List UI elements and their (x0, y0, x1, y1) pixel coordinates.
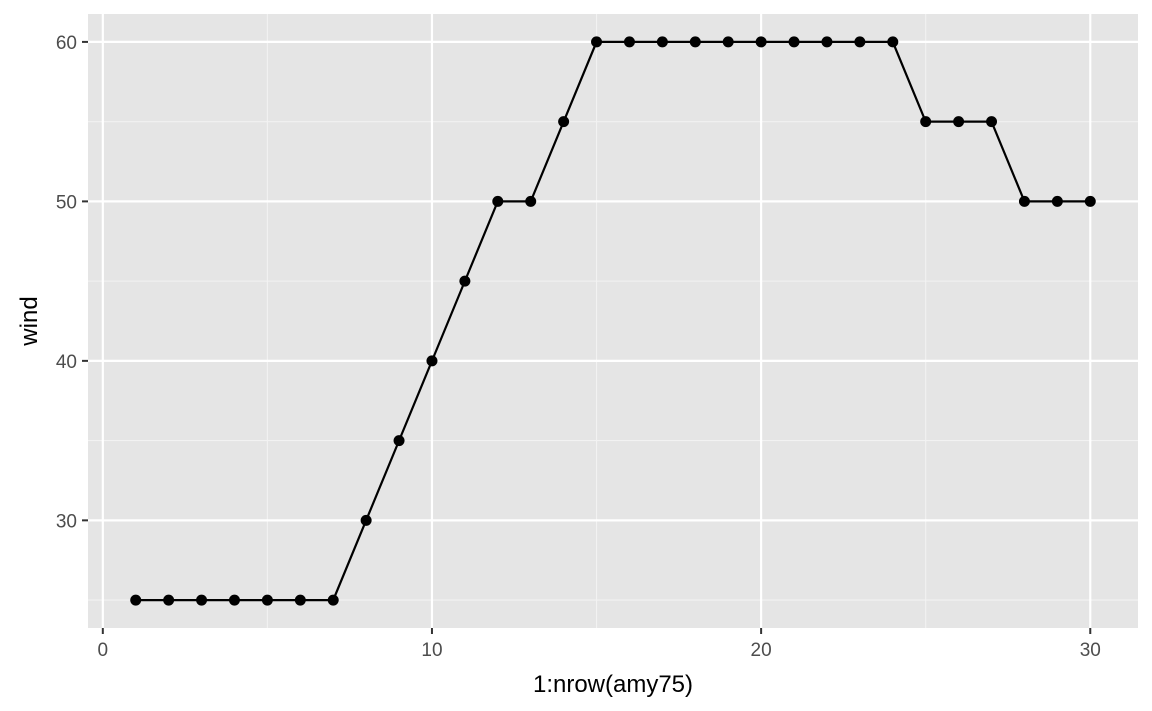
data-point (1018, 195, 1030, 207)
x-tick-label: 0 (98, 640, 109, 661)
data-point (1051, 195, 1063, 207)
data-point (196, 594, 208, 606)
y-tick-label: 50 (56, 192, 77, 213)
data-point (656, 36, 668, 48)
data-point (591, 36, 603, 48)
x-tick-label: 20 (751, 640, 772, 661)
data-point (722, 36, 734, 48)
data-point (887, 36, 899, 48)
axes: 0 10 20 30 30 40 50 60 (56, 33, 1101, 661)
x-tick-label: 30 (1080, 640, 1101, 661)
data-point (953, 116, 965, 128)
y-tick-label: 40 (56, 352, 77, 373)
data-point (821, 36, 833, 48)
data-point (558, 116, 570, 128)
data-point (360, 514, 372, 526)
data-point (130, 594, 142, 606)
data-point (623, 36, 635, 48)
data-point (163, 594, 175, 606)
y-axis-title: wind (16, 296, 43, 346)
y-tick-label: 30 (56, 511, 77, 532)
plot-panel (88, 14, 1138, 628)
data-point (459, 275, 471, 287)
data-point (525, 195, 537, 207)
y-tick-label: 60 (56, 33, 77, 54)
data-point (492, 195, 504, 207)
data-point (327, 594, 339, 606)
data-point (854, 36, 866, 48)
data-point (294, 594, 306, 606)
data-point (920, 116, 932, 128)
data-point (228, 594, 240, 606)
data-point (755, 36, 767, 48)
x-tick-label: 10 (421, 640, 442, 661)
data-point (261, 594, 273, 606)
data-point (393, 435, 405, 447)
data-point (689, 36, 701, 48)
data-point (788, 36, 800, 48)
data-point (986, 116, 998, 128)
data-point (1084, 195, 1096, 207)
major-gridlines (88, 14, 1138, 628)
x-axis-title: 1:nrow(amy75) (533, 671, 693, 698)
data-point (426, 355, 438, 367)
series-layer (130, 36, 1096, 606)
